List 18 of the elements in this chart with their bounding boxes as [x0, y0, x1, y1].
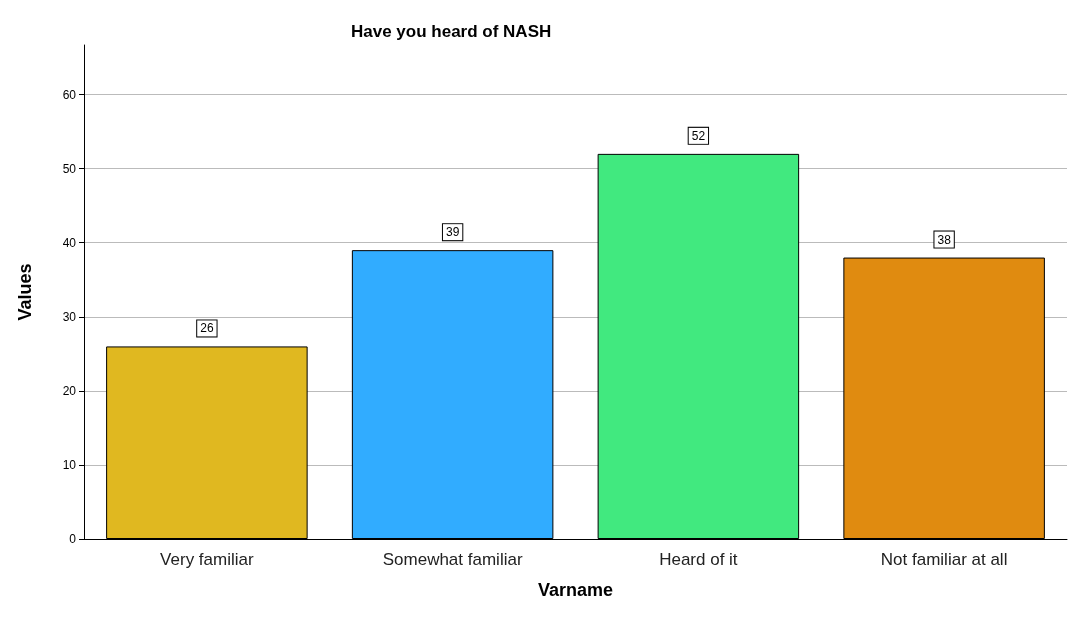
- y-tick-label: 50: [62, 161, 77, 176]
- y-axis-title: Values: [15, 263, 35, 321]
- x-tick-label: Heard of it: [659, 550, 738, 569]
- data-label: 39: [445, 225, 460, 240]
- y-tick-label: 30: [62, 309, 77, 324]
- data-label: 26: [200, 321, 214, 336]
- y-tick-label: 0: [69, 532, 77, 546]
- y-tick-label: 40: [62, 235, 77, 250]
- x-tick-label: Not familiar at all: [880, 550, 1008, 569]
- chart-title: Have you heard of NASH: [351, 22, 552, 41]
- x-tick-label: Somewhat familiar: [382, 550, 523, 569]
- data-label: 52: [691, 128, 706, 143]
- x-axis-title: Varname: [537, 580, 614, 600]
- y-tick-label: 60: [62, 87, 77, 102]
- y-tick-label: 10: [62, 457, 77, 472]
- y-tick-label: 20: [62, 383, 77, 398]
- data-label: 38: [937, 232, 952, 247]
- x-tick-label: Very familiar: [160, 550, 254, 569]
